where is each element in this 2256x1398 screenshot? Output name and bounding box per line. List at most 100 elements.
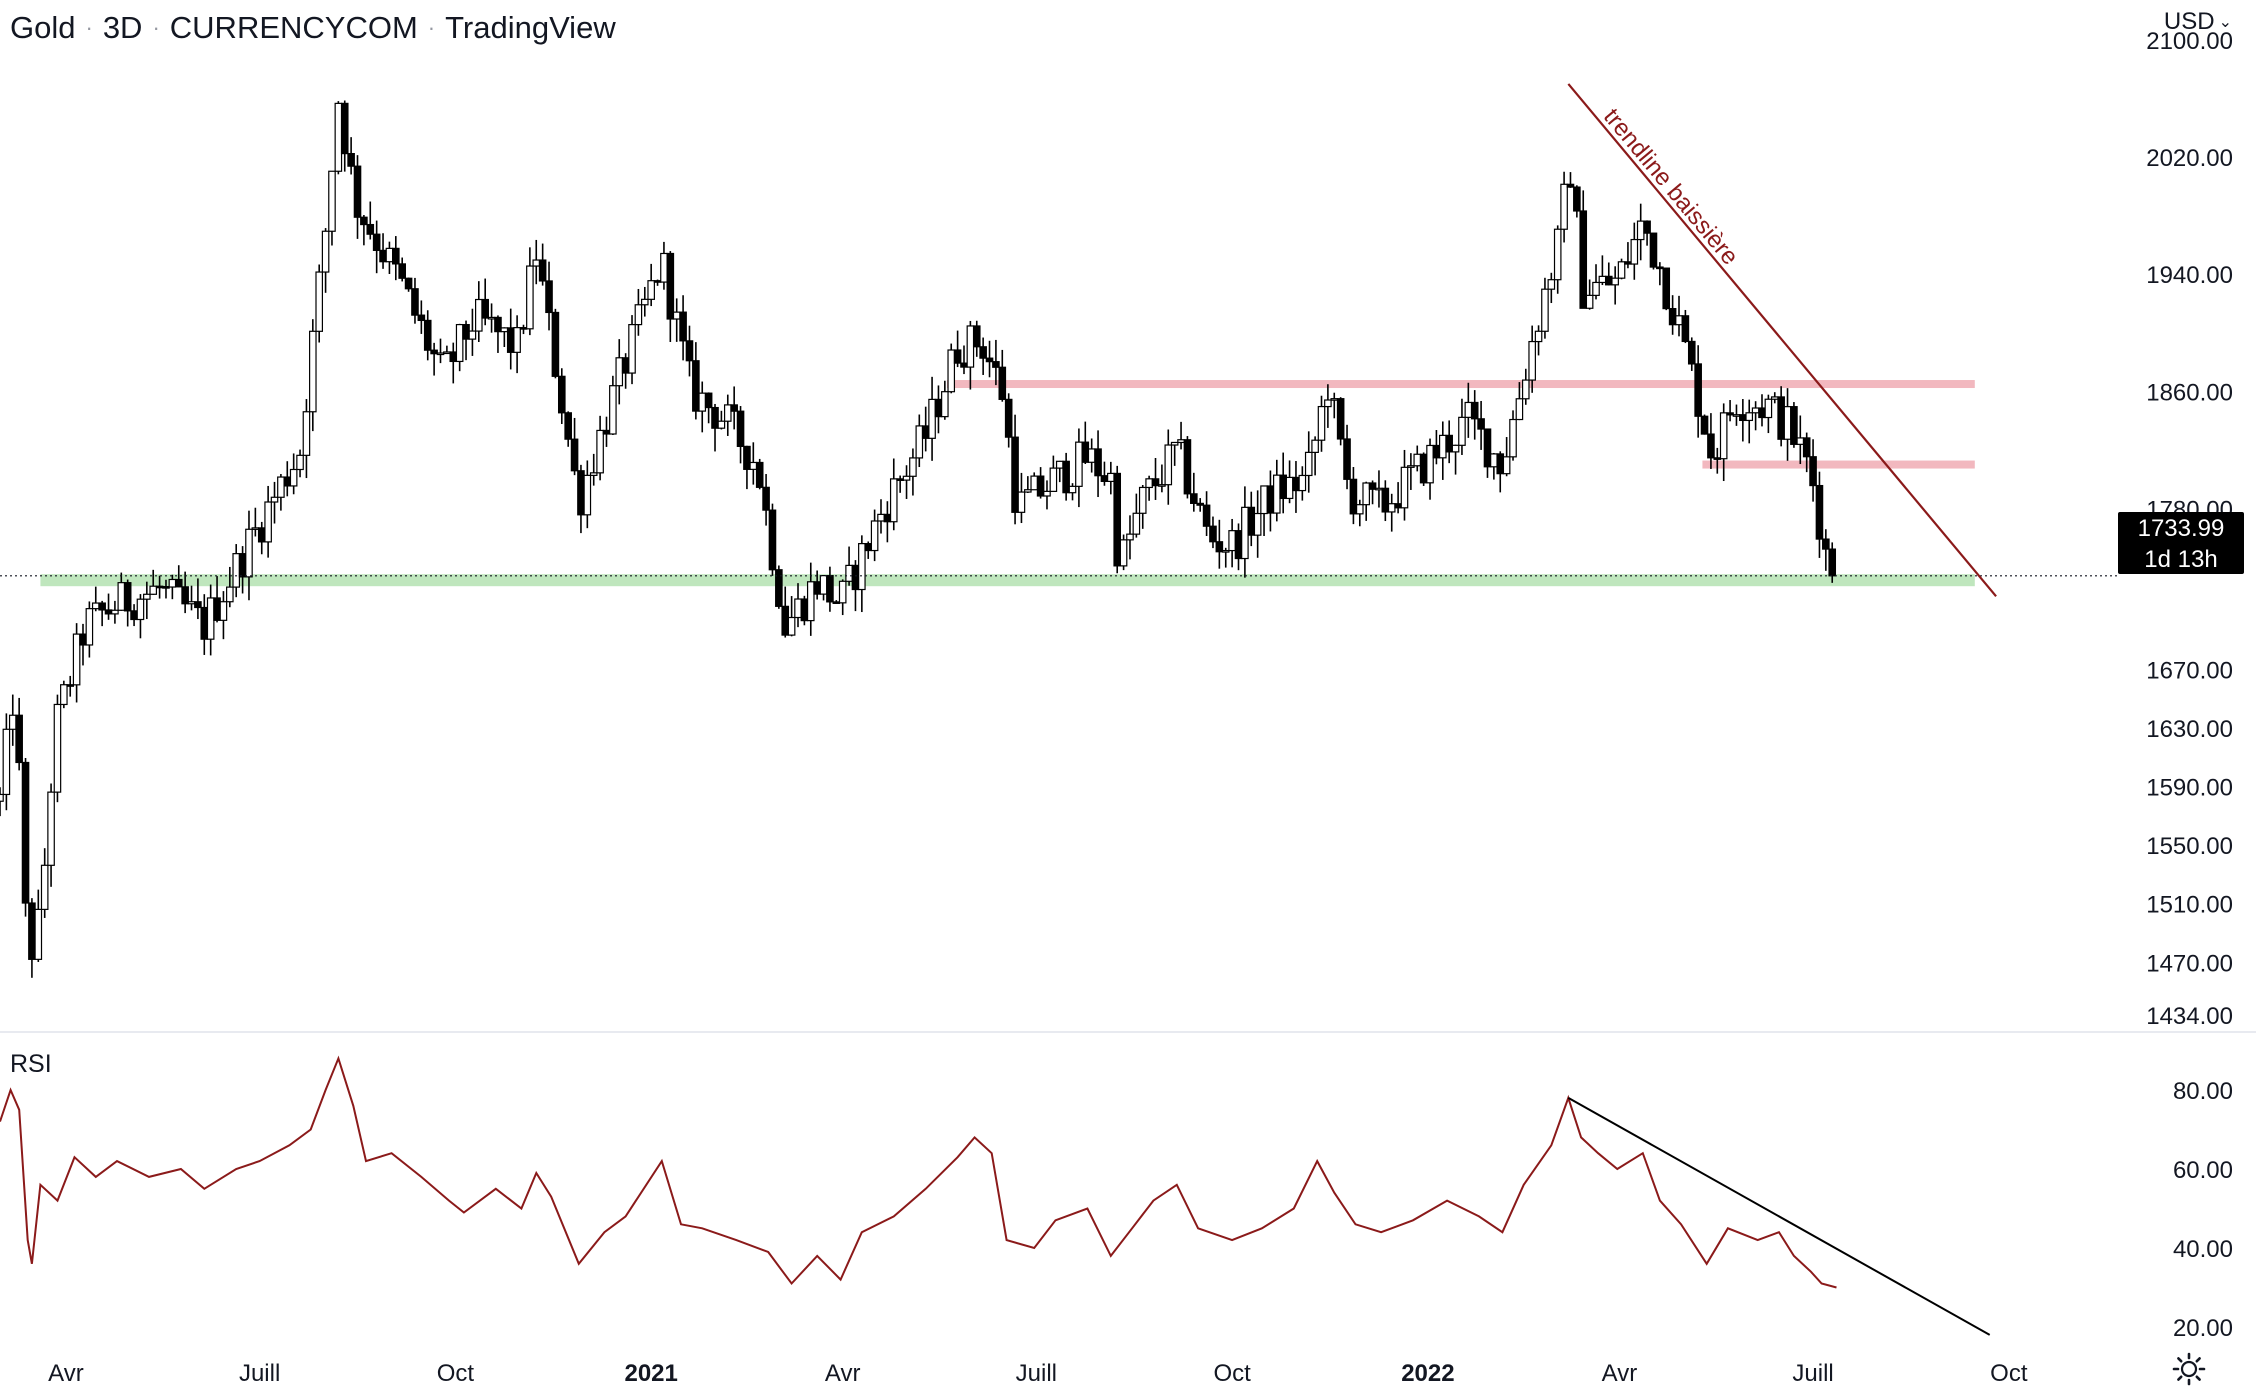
candle-body bbox=[1496, 453, 1505, 475]
symbol-name[interactable]: Gold bbox=[10, 10, 76, 45]
candle bbox=[1087, 438, 1096, 473]
candle bbox=[302, 399, 311, 479]
candle bbox=[1234, 523, 1243, 571]
candle-body bbox=[200, 606, 209, 640]
candle bbox=[832, 600, 841, 604]
candle bbox=[60, 680, 68, 709]
candle-body bbox=[1713, 457, 1722, 460]
price-axis-label: 1940.00 bbox=[2146, 262, 2233, 289]
candle-body bbox=[143, 593, 151, 600]
candle-body bbox=[1656, 266, 1664, 270]
candle-body bbox=[296, 454, 304, 471]
candle bbox=[775, 565, 783, 609]
candle-body bbox=[1553, 228, 1562, 281]
interval-label[interactable]: 3D bbox=[102, 10, 143, 45]
candle bbox=[1636, 203, 1645, 261]
candle bbox=[1183, 436, 1192, 499]
candle bbox=[1081, 421, 1090, 465]
candle-body bbox=[1604, 275, 1613, 286]
candle-body bbox=[1170, 441, 1179, 446]
candle bbox=[1822, 529, 1830, 571]
candle-body bbox=[998, 366, 1007, 400]
candle bbox=[1739, 399, 1747, 442]
candle bbox=[462, 320, 470, 361]
candle bbox=[755, 458, 764, 490]
candle bbox=[436, 338, 445, 364]
candle bbox=[423, 310, 432, 361]
header-separator: · bbox=[85, 15, 93, 40]
candle-body bbox=[819, 575, 828, 595]
candle bbox=[347, 137, 355, 175]
price-axis-label: 1550.00 bbox=[2146, 833, 2233, 860]
candle bbox=[1681, 309, 1690, 344]
candle-body bbox=[321, 230, 330, 273]
candle-body bbox=[1809, 456, 1817, 487]
candle-body bbox=[1585, 294, 1594, 309]
candle-body bbox=[589, 472, 598, 476]
candle-body bbox=[538, 259, 547, 282]
exchange-label: CURRENCYCOM bbox=[169, 10, 418, 45]
candle bbox=[1592, 264, 1600, 300]
candle bbox=[851, 560, 860, 612]
candle bbox=[1617, 258, 1626, 280]
candle bbox=[1828, 542, 1837, 583]
candle bbox=[1687, 337, 1696, 371]
candle-body bbox=[98, 602, 106, 611]
candle bbox=[309, 319, 317, 432]
candle-body bbox=[277, 476, 285, 498]
candle bbox=[953, 330, 962, 368]
candle-body bbox=[1343, 438, 1351, 480]
candle bbox=[372, 220, 381, 274]
candle-body bbox=[609, 385, 617, 435]
candle-body bbox=[1751, 407, 1760, 414]
chevron-down-icon: ⌄ bbox=[2218, 14, 2232, 31]
candle-body bbox=[621, 357, 630, 374]
candle bbox=[226, 566, 234, 608]
candle-body bbox=[545, 280, 553, 314]
candle bbox=[1624, 242, 1632, 269]
candle bbox=[1068, 483, 1077, 501]
candle-body bbox=[953, 349, 962, 364]
candle bbox=[1266, 470, 1275, 532]
candle bbox=[0, 787, 4, 817]
candle-body bbox=[985, 357, 994, 363]
candle-body bbox=[1815, 484, 1824, 540]
candle-body bbox=[340, 102, 349, 155]
candle bbox=[15, 697, 23, 771]
candle bbox=[1553, 225, 1562, 294]
candle bbox=[1273, 459, 1281, 522]
candle bbox=[596, 415, 604, 481]
candle bbox=[915, 414, 924, 468]
candle bbox=[602, 416, 611, 447]
candle-body bbox=[136, 598, 145, 621]
candle-body bbox=[1292, 476, 1300, 492]
candle bbox=[379, 233, 387, 269]
candle-body bbox=[851, 564, 860, 591]
candle bbox=[398, 257, 406, 282]
candle bbox=[889, 458, 898, 531]
candle-body bbox=[123, 582, 132, 612]
candle-body bbox=[915, 425, 924, 459]
candle bbox=[91, 586, 100, 612]
candle bbox=[21, 757, 30, 917]
candle bbox=[1170, 441, 1179, 466]
candle-body bbox=[85, 608, 94, 646]
candle bbox=[187, 585, 196, 611]
candle bbox=[1560, 171, 1568, 243]
candle-body bbox=[430, 349, 438, 355]
candle-body bbox=[1521, 379, 1530, 400]
candle bbox=[794, 583, 802, 628]
time-axis-label: Juill bbox=[1016, 1360, 1057, 1387]
candle bbox=[896, 475, 904, 493]
candle-body bbox=[877, 513, 885, 522]
gear-icon[interactable] bbox=[2172, 1352, 2206, 1386]
candle bbox=[1573, 185, 1581, 218]
currency-selector[interactable]: USD ⌄ bbox=[2164, 8, 2232, 36]
candle-body bbox=[1356, 504, 1364, 515]
candle-body bbox=[775, 569, 783, 607]
candle bbox=[1700, 414, 1709, 435]
candle-body bbox=[1228, 530, 1236, 552]
candle-body bbox=[698, 392, 707, 412]
candle-body bbox=[717, 420, 726, 429]
